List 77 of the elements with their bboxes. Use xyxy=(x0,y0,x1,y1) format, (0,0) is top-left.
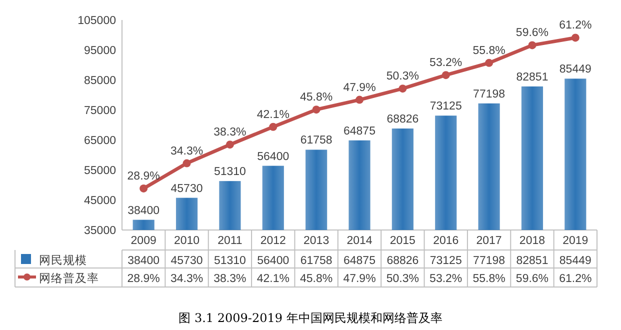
data-label: 38.3% xyxy=(214,273,246,285)
text: 34.3% xyxy=(170,145,204,158)
x-tick-label: 2013 xyxy=(304,235,330,247)
data-label: 53.2% xyxy=(430,273,462,285)
data-label: 45730 xyxy=(170,255,203,267)
text: 61758 xyxy=(300,134,332,147)
y-tick-label: 35000 xyxy=(84,225,116,237)
data-label: 51310 xyxy=(214,255,246,267)
text: 47.9% xyxy=(343,82,376,94)
point xyxy=(269,122,278,131)
x-tick-label: 2011 xyxy=(218,235,242,247)
data-label: 59.6% xyxy=(516,273,549,285)
point xyxy=(442,71,450,80)
y-tick-label: 95000 xyxy=(84,45,116,57)
text: 45.8% xyxy=(300,92,333,104)
text: 图 3.1 2009-2019 年中国网民规模和网络普及率 xyxy=(178,311,442,325)
data-label: 61758 xyxy=(300,255,332,267)
data-label: 28.9% xyxy=(127,273,160,285)
data-label: 47.9% xyxy=(343,273,376,285)
text: 85449 xyxy=(559,64,592,76)
text: 55.8% xyxy=(472,44,506,57)
data-label: 61.2% xyxy=(559,273,592,285)
text: 77198 xyxy=(473,88,506,100)
text: 38.3% xyxy=(214,126,246,139)
legend-label: 网络普及率 xyxy=(39,271,99,285)
text: 68826 xyxy=(386,114,419,126)
x-tick-label: 2015 xyxy=(390,235,416,247)
point xyxy=(485,58,494,67)
point xyxy=(356,96,364,104)
point xyxy=(182,159,191,168)
data-label: 82851 xyxy=(516,255,548,267)
data-label: 50.3% xyxy=(386,273,419,285)
y-tick-label: 85000 xyxy=(84,75,116,87)
x-tick-label: 2018 xyxy=(519,235,546,247)
data-label: 85449 xyxy=(559,255,592,267)
y-tick-label: 75000 xyxy=(84,105,116,117)
x-tick-label: 2012 xyxy=(260,235,286,247)
data-label: 55.8% xyxy=(472,273,506,285)
text: 42.1% xyxy=(256,108,290,121)
text: 56400 xyxy=(257,150,290,163)
x-tick-label: 2016 xyxy=(433,235,459,247)
data-label: 42.1% xyxy=(256,273,290,285)
text: 61.2% xyxy=(559,20,592,32)
text: 73125 xyxy=(430,100,462,113)
legend-label: 网民规模 xyxy=(39,254,87,267)
x-tick-label: 2019 xyxy=(562,235,588,247)
text: 82851 xyxy=(516,71,548,84)
data-label: 34.3% xyxy=(170,273,204,285)
y-tick-label: 45000 xyxy=(84,195,116,207)
point xyxy=(140,184,148,192)
text: 45730 xyxy=(170,182,203,195)
text: 38400 xyxy=(128,204,160,217)
text: 53.2% xyxy=(430,57,462,70)
point xyxy=(528,41,536,50)
point xyxy=(571,34,580,42)
text: 59.6% xyxy=(516,27,549,40)
data-label: 45.8% xyxy=(300,273,333,285)
point xyxy=(312,106,320,114)
x-tick-label: 2014 xyxy=(346,235,373,247)
data-label: 64875 xyxy=(344,255,376,267)
y-tick-label: 55000 xyxy=(84,165,116,177)
data-label: 68826 xyxy=(386,255,419,267)
x-tick-label: 2017 xyxy=(476,235,502,247)
data-label: 56400 xyxy=(257,255,290,267)
text: 51310 xyxy=(214,166,246,178)
data-label: 73125 xyxy=(430,255,462,267)
text: 28.9% xyxy=(127,170,160,182)
data-label: 77198 xyxy=(473,255,506,267)
text: 50.3% xyxy=(386,70,419,83)
point xyxy=(226,140,234,149)
y-tick-label: 65000 xyxy=(84,135,116,147)
x-tick-label: 2009 xyxy=(130,235,156,247)
text: 64875 xyxy=(344,125,376,138)
y-tick-label: 105000 xyxy=(78,15,116,27)
x-tick-label: 2010 xyxy=(174,235,200,247)
data-label: 38400 xyxy=(128,255,160,267)
point xyxy=(398,84,407,93)
